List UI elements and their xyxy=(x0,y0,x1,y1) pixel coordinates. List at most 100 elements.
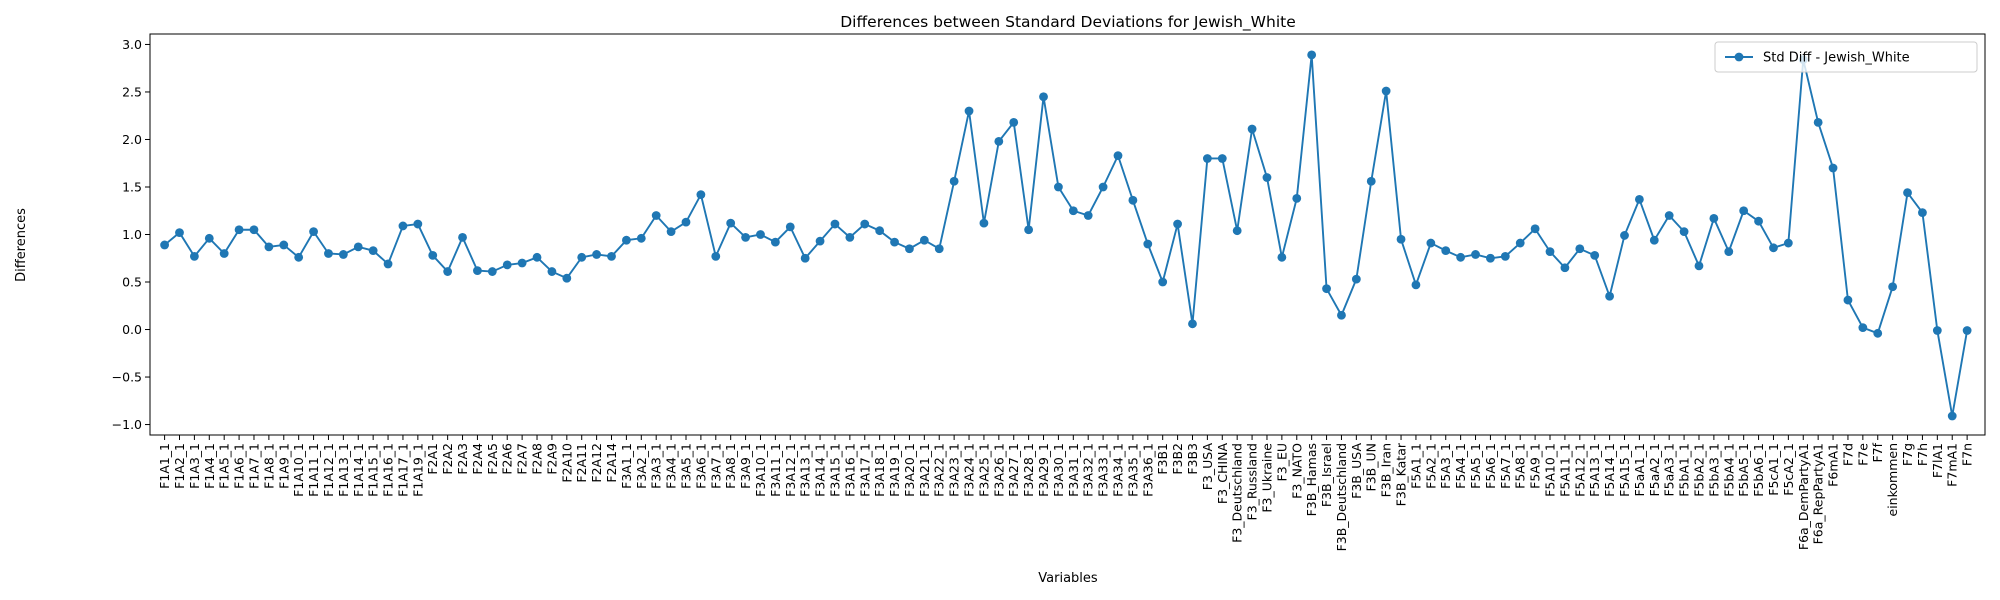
x-tick-label: F5A8_1 xyxy=(1513,443,1528,489)
x-tick-label: F5aA3_1 xyxy=(1662,443,1677,497)
x-tick-label: F3_EU xyxy=(1274,443,1289,481)
x-tick-label: F1A6_1 xyxy=(232,443,247,489)
x-tick-label: F7e xyxy=(1855,443,1870,466)
data-point xyxy=(1113,151,1123,161)
data-point xyxy=(1739,206,1749,216)
data-point xyxy=(1947,411,1957,421)
data-point xyxy=(1575,244,1585,254)
data-point xyxy=(1381,86,1391,96)
x-tick-label: F5A7_1 xyxy=(1498,443,1513,489)
x-tick-label: F2A6 xyxy=(500,443,515,475)
x-tick-label: F5A2_1 xyxy=(1423,443,1438,489)
x-tick-label: F3A3_1 xyxy=(649,443,664,489)
x-tick-label: F3B1 xyxy=(1155,443,1170,475)
data-point xyxy=(1411,280,1421,290)
data-point xyxy=(1724,247,1734,257)
data-point xyxy=(890,237,899,247)
data-point xyxy=(1128,195,1138,205)
data-point xyxy=(160,240,169,250)
y-tick-label: 0.0 xyxy=(122,322,142,337)
x-tick-label: F3A22_1 xyxy=(932,443,947,497)
data-point xyxy=(1188,319,1197,329)
x-tick-label: F3A20_1 xyxy=(902,443,917,497)
x-tick-label: F5A3_1 xyxy=(1438,443,1453,489)
data-point xyxy=(1054,182,1063,192)
x-tick-label: F3A10_1 xyxy=(753,443,768,497)
x-tick-label: F1A1_1 xyxy=(157,443,172,489)
x-tick-label: F2A12 xyxy=(589,443,604,483)
data-point xyxy=(770,237,780,247)
x-tick-label: F6a_RepPartyA1 xyxy=(1811,443,1826,544)
data-point xyxy=(1232,226,1242,236)
x-tick-label: F3A25_1 xyxy=(976,443,991,497)
data-point xyxy=(919,235,929,245)
x-tick-label: F1A10_1 xyxy=(291,443,306,497)
legend-marker xyxy=(1734,52,1744,62)
data-point xyxy=(1039,92,1048,102)
data-point xyxy=(353,242,363,252)
x-tick-label: F5bA1_1 xyxy=(1677,443,1692,497)
data-point xyxy=(1769,243,1778,253)
data-point xyxy=(666,227,676,237)
x-tick-label: F3A28_1 xyxy=(1021,443,1036,497)
x-tick-label: F1A12_1 xyxy=(321,443,336,497)
x-tick-label: F3A8_1 xyxy=(723,443,738,489)
x-tick-label: einkommen xyxy=(1885,443,1900,517)
x-tick-label: F5A4_1 xyxy=(1453,443,1468,489)
x-tick-label: F5bA4_1 xyxy=(1721,443,1736,497)
data-point xyxy=(249,225,259,235)
x-tick-label: F1A19_1 xyxy=(410,443,425,497)
x-tick-label: F1A11_1 xyxy=(306,443,321,497)
data-point xyxy=(204,233,214,243)
data-line xyxy=(163,54,1969,417)
data-point xyxy=(607,251,616,261)
data-point xyxy=(547,267,557,276)
data-point xyxy=(1545,247,1555,257)
x-tick-label: F5bA6_1 xyxy=(1751,443,1766,497)
x-tick-label: F2A9 xyxy=(544,443,559,475)
x-tick-label: F3A7_1 xyxy=(708,443,723,489)
data-point xyxy=(1634,194,1644,204)
x-tick-label: F3B_UN xyxy=(1364,443,1379,491)
data-point xyxy=(1500,251,1510,261)
x-tick-label: F3A21_1 xyxy=(917,443,932,497)
x-tick-label: F3B_Katar xyxy=(1394,442,1409,506)
x-tick-label: F5A1_1 xyxy=(1408,443,1423,489)
x-tick-label: F6mA1 xyxy=(1826,443,1841,487)
x-tick-label: F3A13_1 xyxy=(798,443,813,497)
data-point xyxy=(368,246,378,256)
data-point xyxy=(1620,231,1629,240)
data-point xyxy=(1143,239,1153,249)
data-point xyxy=(1173,219,1182,229)
x-tick-label: F3A34_1 xyxy=(1111,443,1126,497)
y-tick-label: 2.0 xyxy=(122,132,142,147)
data-point xyxy=(234,225,244,235)
legend-box xyxy=(1714,41,1978,73)
x-tick-label: F3_Ukraine xyxy=(1259,443,1274,513)
data-point xyxy=(1068,206,1078,216)
data-point xyxy=(1441,246,1451,256)
x-tick-label: F3B3 xyxy=(1185,443,1200,475)
x-tick-label: F2A10 xyxy=(559,443,574,483)
x-tick-label: F1A3_1 xyxy=(187,443,202,489)
x-tick-label: F1A2_1 xyxy=(172,443,187,489)
data-point xyxy=(487,267,497,276)
x-tick-label: F3A27_1 xyxy=(1006,443,1021,497)
data-point xyxy=(1158,277,1168,287)
x-tick-label: F6a_DemPartyA1 xyxy=(1796,443,1811,550)
data-point xyxy=(1590,251,1600,260)
x-tick-label: F1A16_1 xyxy=(381,443,396,497)
x-tick-label: F3_Russland xyxy=(1245,443,1260,520)
data-point xyxy=(979,218,989,228)
x-tick-label: F2A7 xyxy=(515,443,530,475)
data-point xyxy=(1932,326,1942,335)
x-tick-label: F2A3 xyxy=(455,443,470,475)
x-tick-label: F3_CHINA xyxy=(1215,443,1230,505)
data-point xyxy=(1009,117,1019,127)
data-point xyxy=(443,267,453,276)
data-point xyxy=(1649,235,1659,245)
x-tick-label: F5A5_1 xyxy=(1468,443,1483,489)
x-tick-label: F3A1_1 xyxy=(619,443,634,489)
x-tick-label: F5bA2_1 xyxy=(1691,443,1706,497)
